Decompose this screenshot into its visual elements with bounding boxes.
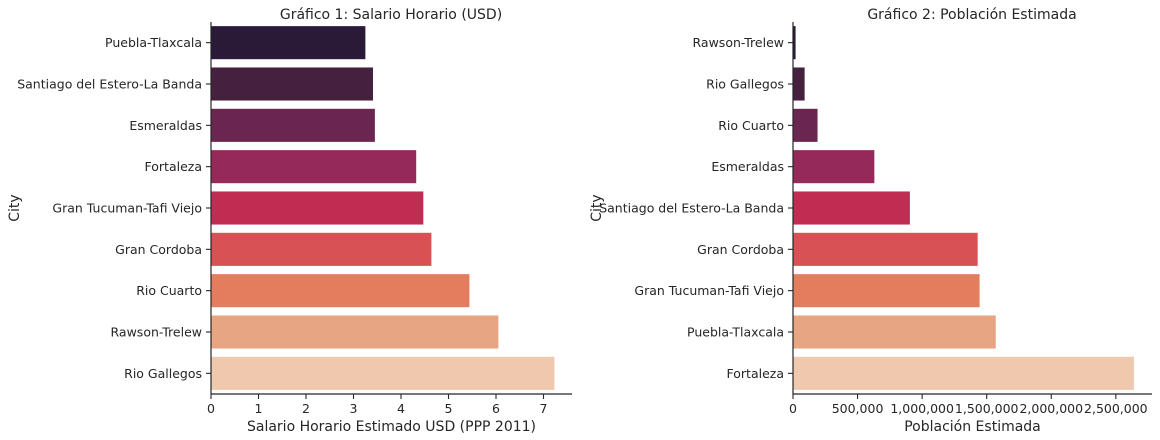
y-tick-label: Rio Gallegos [124,366,202,381]
bar-rawson-trelew [211,315,499,349]
bar-gran-tucuman-tafi-viejo [793,274,980,308]
y-tick-label: Rio Cuarto [136,283,202,298]
y-tick-label: Fortaleza [727,366,784,381]
x-axis-label: Salario Horario Estimado USD (PPP 2011) [247,419,536,435]
x-tick-label: 2,000,000 [1019,401,1083,416]
bar-santiago-del-estero-la-banda [793,191,910,225]
chart-1: Gráfico 1: Salario Horario (USD) Puebla-T… [7,7,572,435]
y-tick-label: Puebla-Tlaxcala [687,325,784,340]
x-tick-label: 2,500,000 [1084,401,1148,416]
y-tick-label: Rawson-Trelew [693,35,784,50]
x-tick-label: 500,000 [832,401,884,416]
x-tick-label: 1,500,000 [955,401,1019,416]
y-axis-label: City [589,194,605,221]
chart-title: Gráfico 1: Salario Horario (USD) [280,7,502,23]
bar-gran-cordoba [211,232,432,266]
bar-rawson-trelew [793,26,796,60]
bar-rio-cuarto [211,274,470,308]
x-tick-label: 2 [302,401,310,416]
y-tick-label: Rio Cuarto [718,118,784,133]
bar-fortaleza [793,356,1134,390]
y-tick-label: Esmeraldas [711,159,784,174]
bar-gran-tucuman-tafi-viejo [211,191,424,225]
y-tick-label: Fortaleza [145,159,202,174]
y-tick-label: Gran Tucuman-Tafi Viejo [634,283,784,298]
bar-rio-cuarto [793,108,818,142]
x-tick-label: 4 [397,401,405,416]
x-tick-label: 6 [492,401,500,416]
x-tick-label: 1,000,000 [890,401,954,416]
y-tick-label: Puebla-Tlaxcala [105,35,202,50]
y-tick-label: Gran Cordoba [697,242,784,257]
y-tick-label: Rio Gallegos [706,77,784,92]
x-tick-label: 3 [350,401,358,416]
bar-rio-gallegos [793,67,805,101]
x-tick-label: 5 [445,401,453,416]
bar-puebla-tlaxcala [793,315,996,349]
chart-2: Gráfico 2: Población Estimada Rawson-Trel… [589,7,1152,435]
x-tick-label: 0 [207,401,215,416]
bar-gran-cordoba [793,232,978,266]
y-axis-label: City [7,194,23,221]
y-tick-label: Esmeraldas [129,118,202,133]
bar-fortaleza [211,150,417,184]
bar-esmeraldas [793,150,875,184]
y-tick-label: Gran Cordoba [115,242,202,257]
bar-esmeraldas [211,108,375,142]
x-tick-label: 0 [789,401,797,416]
y-tick-label: Santiago del Estero-La Banda [17,77,202,92]
bar-santiago-del-estero-la-banda [211,67,373,101]
chart-title: Gráfico 2: Población Estimada [867,7,1076,23]
bar-puebla-tlaxcala [211,26,366,60]
bar-rio-gallegos [211,356,555,390]
x-axis-label: Población Estimada [904,419,1041,435]
y-tick-label: Santiago del Estero-La Banda [599,201,784,216]
y-tick-label: Gran Tucuman-Tafi Viejo [52,201,202,216]
y-tick-label: Rawson-Trelew [111,325,202,340]
x-tick-label: 1 [255,401,263,416]
x-tick-label: 7 [540,401,548,416]
